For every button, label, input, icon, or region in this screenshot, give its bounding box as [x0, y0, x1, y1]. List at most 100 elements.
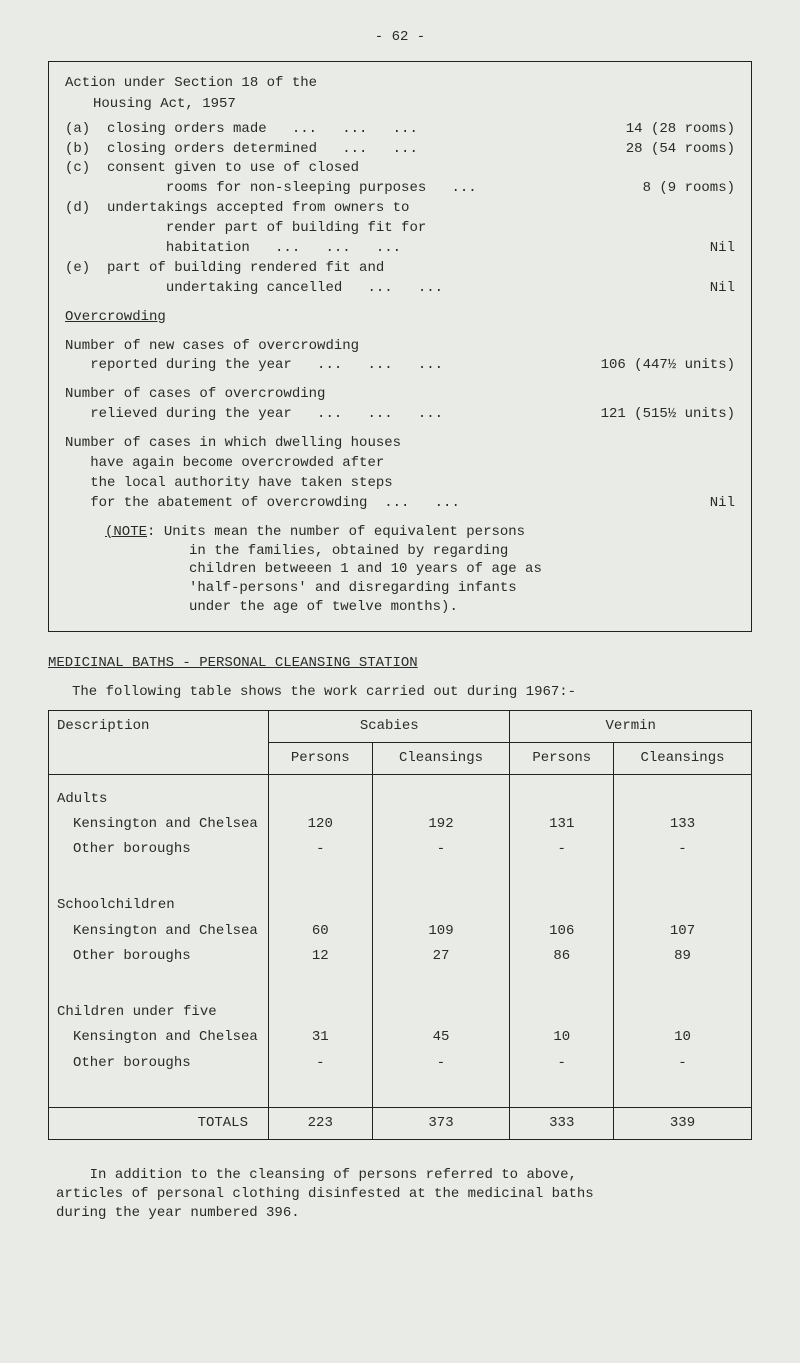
scabies-cleansings-cell: 192- 10927 45- [372, 774, 510, 1107]
box-item-text: (a) closing orders made ... ... ... [65, 120, 618, 139]
box-item-row: (a) closing orders made ... ... ... 14 (2… [65, 120, 735, 139]
spacer [622, 1076, 743, 1101]
box-title-2: Housing Act, 1957 [65, 95, 735, 114]
overcrowding-text: Number of cases in which dwelling houses [65, 434, 735, 453]
overcrowding-block: Number of new cases of overcrowding repo… [65, 337, 735, 376]
vermin-cleansings-cell: 133- 10789 10- [614, 774, 752, 1107]
overcrowding-text: have again become overcrowded after [65, 454, 735, 473]
cell-value: 31 [277, 1025, 364, 1050]
desc-cell: AdultsKensington and ChelseaOther boroug… [49, 774, 269, 1107]
box-item-text: habitation ... ... ... [65, 239, 702, 258]
overcrowding-line: relieved during the year ... ... ... 121 … [65, 405, 735, 424]
footnote-line: articles of personal clothing disinfeste… [56, 1185, 744, 1204]
cell-value: - [518, 1051, 605, 1076]
spacer [277, 1076, 364, 1101]
cell-value: 109 [381, 919, 502, 944]
spacer [622, 969, 743, 994]
blank-line [622, 1000, 743, 1025]
action-box: Action under Section 18 of the Housing A… [48, 61, 752, 632]
overcrowding-text: relieved during the year ... ... ... [65, 405, 593, 424]
box-item-text: (d) undertakings accepted from owners to [65, 199, 735, 218]
cell-value: - [381, 837, 502, 862]
box-item-value: Nil [710, 279, 735, 298]
box-item-value: 28 (54 rooms) [626, 140, 735, 159]
overcrowding-line: for the abatement of overcrowding ... ..… [65, 494, 735, 513]
blank-line [277, 1000, 364, 1025]
col-vermin: Vermin [510, 710, 752, 742]
box-item-row: habitation ... ... ... Nil [65, 239, 735, 258]
spacer [381, 862, 502, 887]
box-item-text: render part of building fit for [65, 219, 735, 238]
totals-vc: 339 [614, 1107, 752, 1139]
totals-sp: 223 [269, 1107, 373, 1139]
baths-heading: MEDICINAL BATHS - PERSONAL CLEANSING STA… [48, 654, 752, 673]
row-name: Kensington and Chelsea [57, 1025, 260, 1050]
cell-value: 60 [277, 919, 364, 944]
spacer [622, 862, 743, 887]
note-line: 'half-persons' and disregarding infants [105, 579, 735, 598]
cell-value: - [277, 1051, 364, 1076]
table-body-row: AdultsKensington and ChelseaOther boroug… [49, 774, 752, 1107]
group-label: Schoolchildren [57, 893, 260, 918]
cell-value: 133 [622, 812, 743, 837]
overcrowding-line: reported during the year ... ... ...106 … [65, 356, 735, 375]
cell-value: - [622, 1051, 743, 1076]
overcrowding-line: the local authority have taken steps [65, 474, 735, 493]
box-item-text: (c) consent given to use of closed [65, 159, 735, 178]
overcrowding-text: Number of cases of overcrowding [65, 385, 735, 404]
spacer [277, 969, 364, 994]
cell-value: 12 [277, 944, 364, 969]
box-item-text: undertaking cancelled ... ... [65, 279, 702, 298]
blank-line [381, 1000, 502, 1025]
vermin-persons-cell: 131- 10686 10- [510, 774, 614, 1107]
row-name: Kensington and Chelsea [57, 919, 260, 944]
blank-line [381, 893, 502, 918]
overcrowding-heading: Overcrowding [65, 308, 735, 327]
totals-row: TOTALS 223 373 333 339 [49, 1107, 752, 1139]
cell-value: 107 [622, 919, 743, 944]
table-body: AdultsKensington and ChelseaOther boroug… [49, 774, 752, 1139]
box-blocks: Number of new cases of overcrowding repo… [65, 337, 735, 513]
cell-value: 106 [518, 919, 605, 944]
col-description: Description [49, 710, 269, 774]
baths-intro: The following table shows the work carri… [72, 683, 752, 702]
spacer [381, 1076, 502, 1101]
overcrowding-text: the local authority have taken steps [65, 474, 735, 493]
overcrowding-line: Number of new cases of overcrowding [65, 337, 735, 356]
box-item-value: 14 (28 rooms) [626, 120, 735, 139]
box-item-value: Nil [710, 239, 735, 258]
overcrowding-text: Number of new cases of overcrowding [65, 337, 735, 356]
box-item-row: (d) undertakings accepted from owners to [65, 199, 735, 218]
box-item-row: rooms for non-sleeping purposes ...8 (9 … [65, 179, 735, 198]
spacer [518, 1076, 605, 1101]
cell-value: 27 [381, 944, 502, 969]
note-line: in the families, obtained by regarding [105, 542, 735, 561]
overcrowding-text: for the abatement of overcrowding ... ..… [65, 494, 702, 513]
cell-value: - [277, 837, 364, 862]
cell-value: 192 [381, 812, 502, 837]
box-note: (NOTE: Units mean the number of equivale… [65, 523, 735, 617]
row-name: Other boroughs [57, 944, 260, 969]
overcrowding-value: 106 (447½ units) [601, 356, 735, 375]
col-vermin-cleansings: Cleansings [614, 742, 752, 774]
blank-line [277, 893, 364, 918]
spacer [518, 862, 605, 887]
cell-value: 131 [518, 812, 605, 837]
footnote-line: In addition to the cleansing of persons … [56, 1166, 744, 1185]
box-title-1: Action under Section 18 of the [65, 74, 735, 93]
col-vermin-persons: Persons [510, 742, 614, 774]
spacer [518, 969, 605, 994]
overcrowding-value: 121 (515½ units) [601, 405, 735, 424]
spacer [277, 862, 364, 887]
col-scabies: Scabies [269, 710, 510, 742]
blank-line [518, 893, 605, 918]
footnote-line: during the year numbered 396. [56, 1204, 744, 1223]
cell-value: - [622, 837, 743, 862]
blank-line [518, 787, 605, 812]
cell-value: 10 [622, 1025, 743, 1050]
note-line: under the age of twelve months). [105, 598, 735, 617]
row-name: Kensington and Chelsea [57, 812, 260, 837]
box-item-row: undertaking cancelled ... ... Nil [65, 279, 735, 298]
spacer [57, 969, 260, 994]
cell-value: 10 [518, 1025, 605, 1050]
